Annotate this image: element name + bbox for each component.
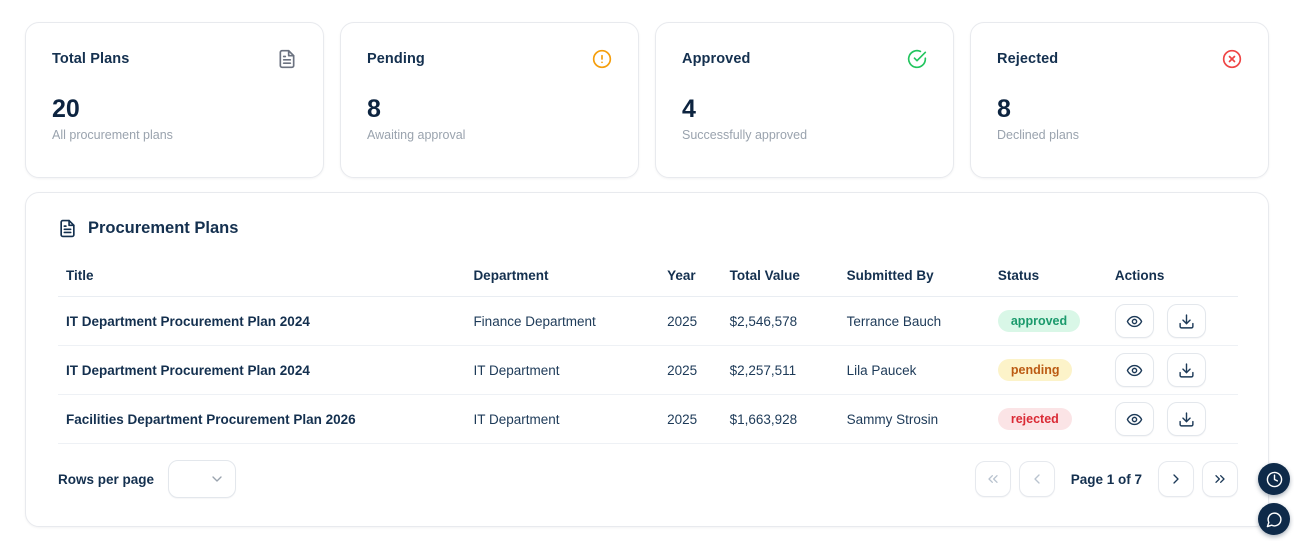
plan-submitted-by: Sammy Strosin: [838, 394, 990, 444]
plan-department: IT Department: [465, 394, 660, 444]
plan-department: Finance Department: [465, 296, 660, 346]
procurement-plans-card: Procurement Plans Title Department Year …: [25, 192, 1269, 527]
plan-title: IT Department Procurement Plan 2024: [58, 296, 466, 346]
check-circle-icon: [907, 49, 927, 69]
rows-per-page-select[interactable]: [168, 460, 237, 498]
stat-value: 20: [52, 95, 80, 123]
plan-year: 2025: [659, 345, 722, 395]
page-indicator: Page 1 of 7: [1070, 471, 1142, 487]
stats-row: Total Plans 20 All procurement plans Pen…: [0, 0, 1294, 178]
table-header-row: Title Department Year Total Value Submit…: [58, 258, 1238, 297]
stat-value: 4: [682, 95, 696, 123]
stat-card-total-plans: Total Plans 20 All procurement plans: [25, 22, 324, 178]
stat-label: Approved: [682, 51, 751, 67]
column-header-year: Year: [659, 258, 722, 297]
stat-card-approved: Approved 4 Successfully approved: [655, 22, 954, 178]
column-header-actions: Actions: [1106, 258, 1238, 297]
plan-title: IT Department Procurement Plan 2024: [58, 345, 466, 395]
plan-submitted-by: Lila Paucek: [838, 345, 990, 395]
plan-department: IT Department: [465, 345, 660, 395]
plan-title: Facilities Department Procurement Plan 2…: [58, 394, 466, 444]
stat-description: Successfully approved: [682, 128, 808, 142]
chat-fab-button[interactable]: [1258, 503, 1290, 535]
column-header-status: Status: [989, 258, 1107, 297]
file-text-icon: [58, 219, 77, 238]
column-header-submitted-by: Submitted By: [838, 258, 990, 297]
status-badge: pending: [997, 359, 1073, 381]
table-row: IT Department Procurement Plan 2024 IT D…: [58, 345, 1238, 395]
view-button[interactable]: [1114, 304, 1154, 338]
download-button[interactable]: [1166, 353, 1206, 387]
plan-total-value: $2,257,511: [721, 345, 839, 395]
card-title: Procurement Plans: [88, 219, 239, 237]
procurement-plans-table: Title Department Year Total Value Submit…: [58, 258, 1238, 444]
stat-description: Declined plans: [997, 128, 1079, 142]
table-row: Facilities Department Procurement Plan 2…: [58, 394, 1238, 444]
stat-label: Pending: [367, 51, 425, 67]
column-header-total-value: Total Value: [721, 258, 839, 297]
table-footer: Rows per page Page 1 of 7: [58, 460, 1238, 498]
view-button[interactable]: [1114, 353, 1154, 387]
download-button[interactable]: [1166, 304, 1206, 338]
chat-bubble-icon: [1266, 511, 1283, 528]
x-circle-icon: [1222, 49, 1242, 69]
status-badge: approved: [997, 310, 1081, 332]
file-text-icon: [277, 49, 297, 69]
first-page-button[interactable]: [974, 461, 1011, 497]
download-button[interactable]: [1166, 402, 1206, 436]
stat-description: All procurement plans: [52, 128, 173, 142]
stat-card-pending: Pending 8 Awaiting approval: [340, 22, 639, 178]
stat-value: 8: [997, 95, 1011, 123]
stat-description: Awaiting approval: [367, 128, 466, 142]
rows-per-page-label: Rows per page: [58, 471, 155, 487]
clock-icon: [1266, 471, 1283, 488]
stat-card-rejected: Rejected 8 Declined plans: [970, 22, 1269, 178]
stat-label: Total Plans: [52, 51, 130, 67]
status-badge: rejected: [997, 408, 1072, 430]
last-page-button[interactable]: [1202, 461, 1238, 497]
column-header-department: Department: [465, 258, 660, 297]
chevron-down-icon: [209, 471, 225, 487]
history-fab-button[interactable]: [1258, 463, 1290, 495]
previous-page-button[interactable]: [1018, 461, 1055, 497]
stat-value: 8: [367, 95, 381, 123]
plan-year: 2025: [659, 296, 722, 346]
alert-circle-icon: [592, 49, 612, 69]
next-page-button[interactable]: [1158, 461, 1194, 497]
table-row: IT Department Procurement Plan 2024 Fina…: [58, 296, 1238, 346]
plan-total-value: $2,546,578: [721, 296, 839, 346]
view-button[interactable]: [1114, 402, 1154, 436]
plan-total-value: $1,663,928: [721, 394, 839, 444]
column-header-title: Title: [58, 258, 466, 297]
plan-submitted-by: Terrance Bauch: [838, 296, 990, 346]
plan-year: 2025: [659, 394, 722, 444]
stat-label: Rejected: [997, 51, 1059, 67]
